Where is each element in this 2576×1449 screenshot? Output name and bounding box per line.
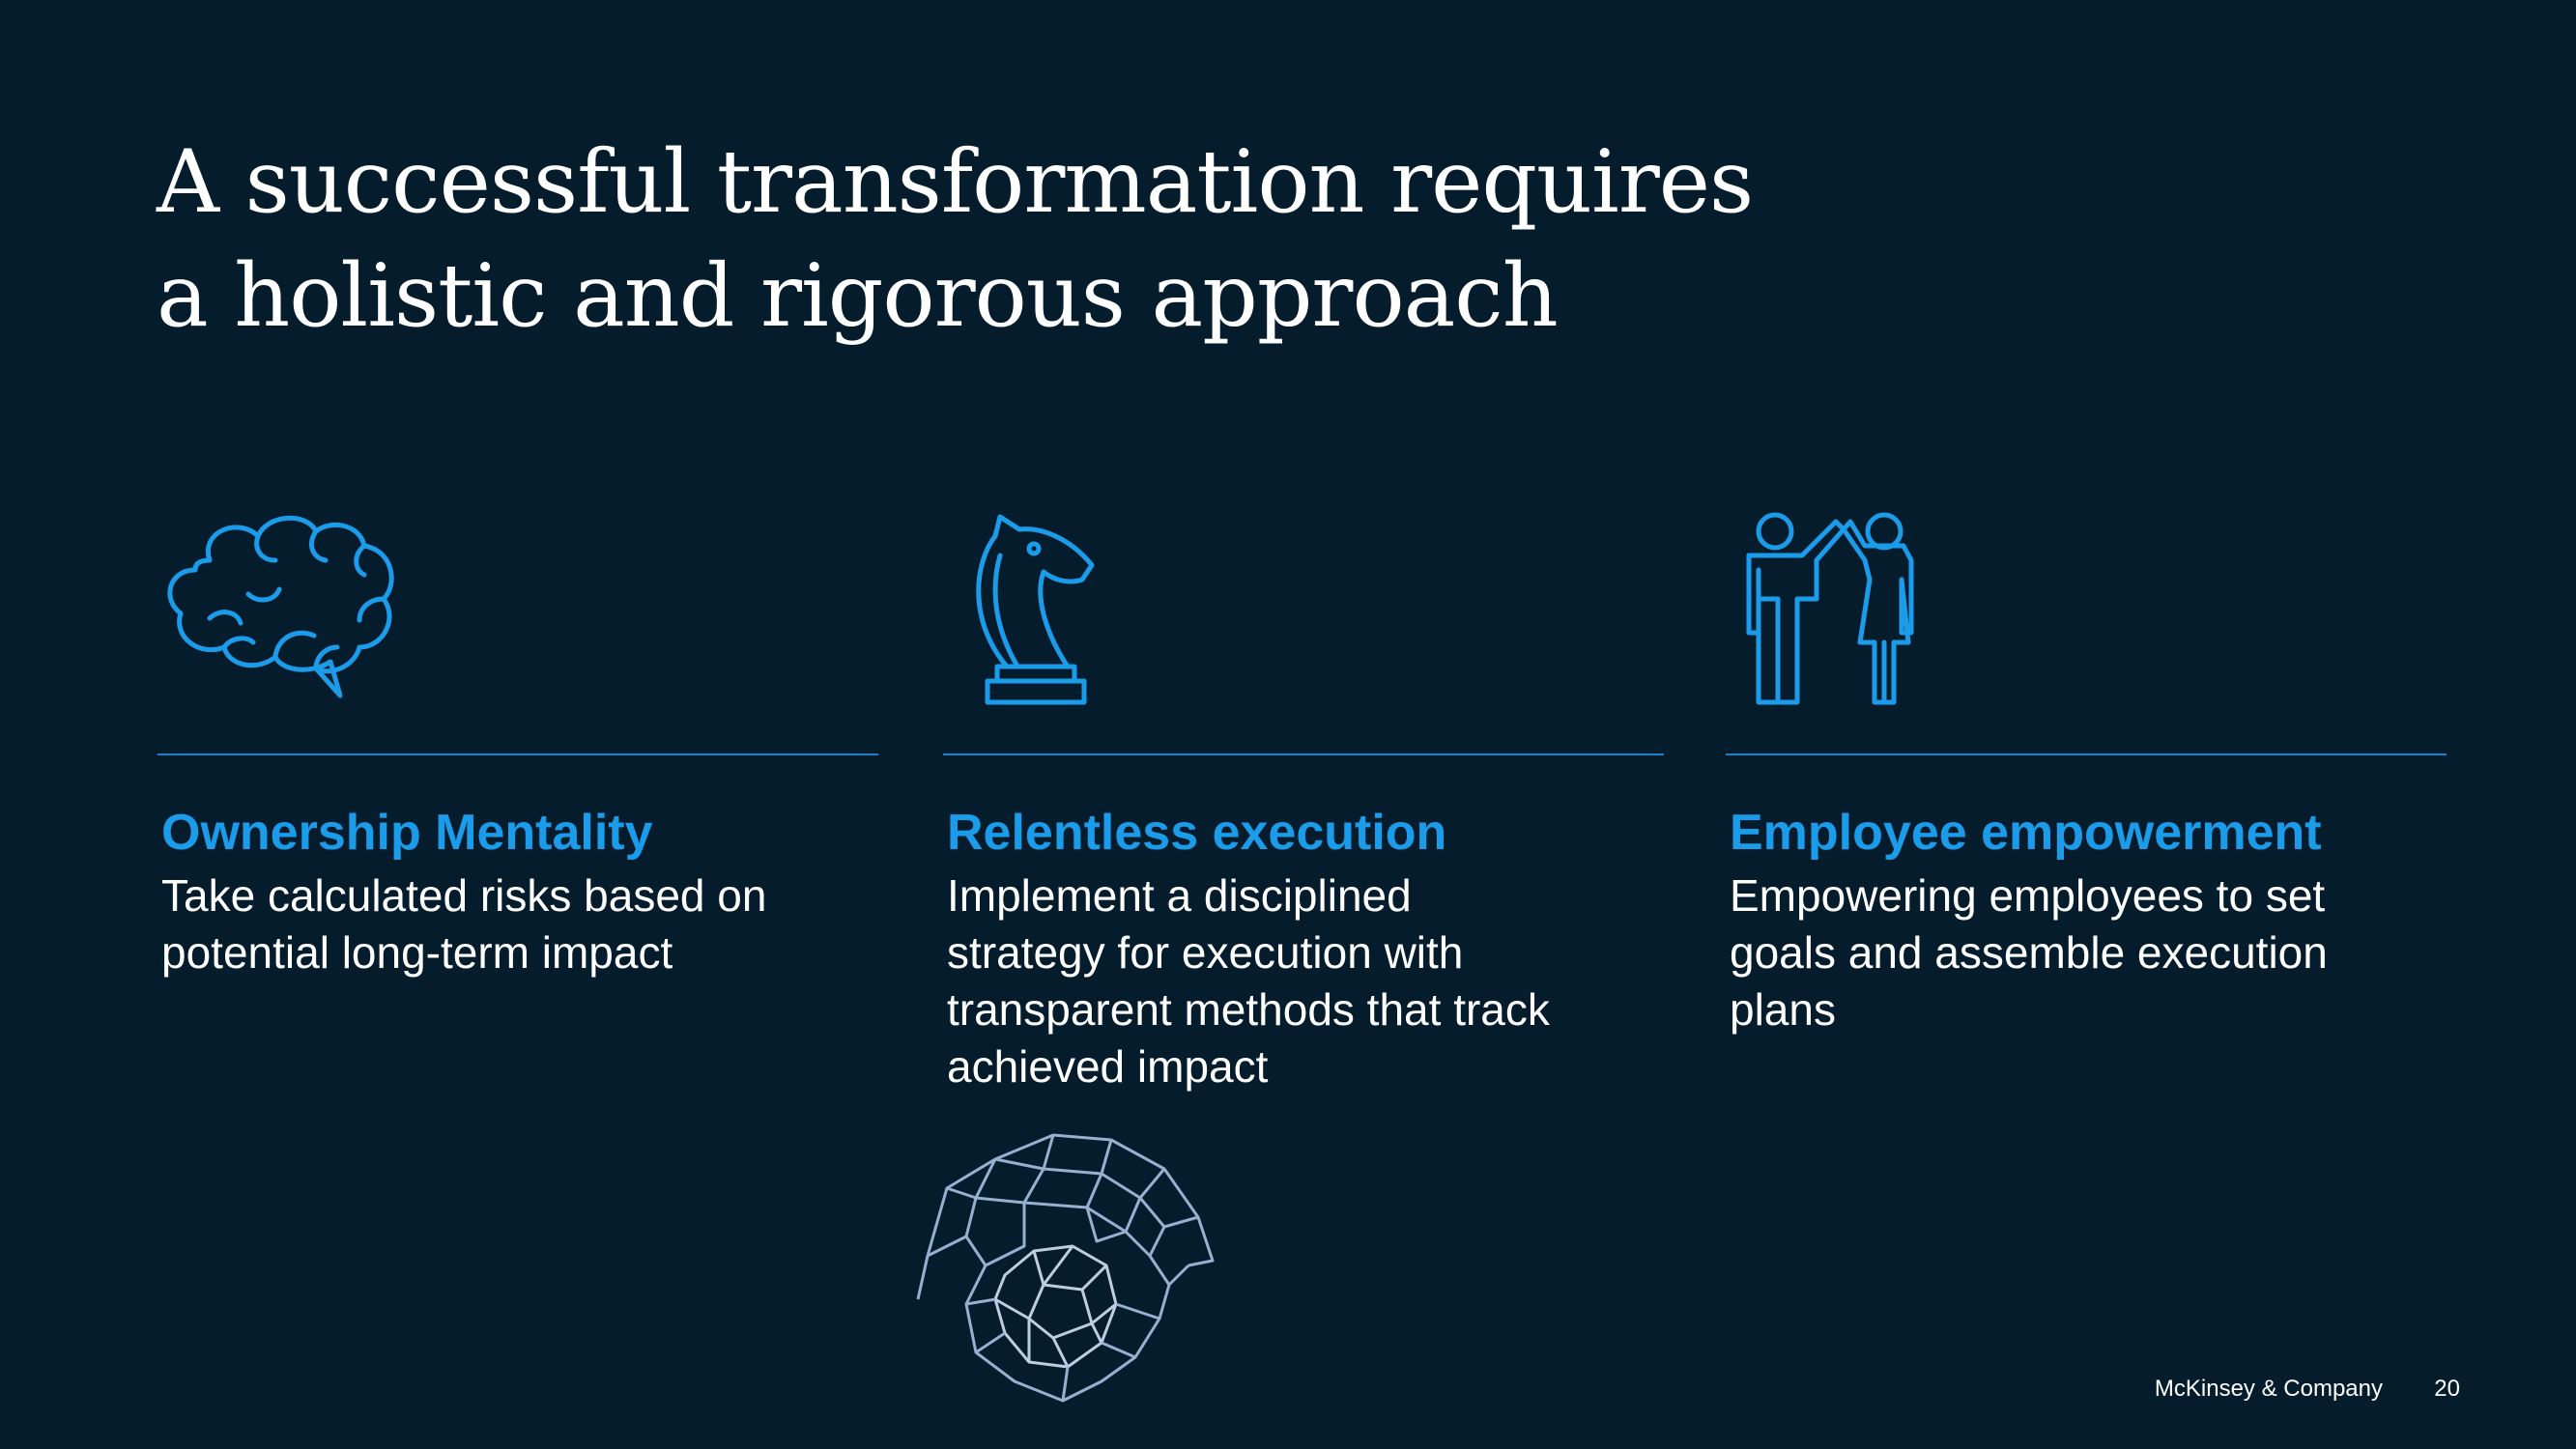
column-body-line: plans xyxy=(1730,984,1836,1035)
column-body: Take calculated risks based on potential… xyxy=(161,867,876,981)
slide-title-line-1: A successful transformation requires xyxy=(157,131,1754,233)
column-divider xyxy=(1726,753,2447,755)
column-body-line: Implement a disciplined xyxy=(947,870,1412,921)
molecular-structure-icon xyxy=(908,1121,1237,1410)
column-body-line: strategy for execution with xyxy=(947,927,1464,978)
column-body: Empowering employees to set goals and as… xyxy=(1730,867,2445,1038)
footer-brand: McKinsey & Company xyxy=(2154,1376,2383,1402)
page-number: 20 xyxy=(2434,1376,2460,1402)
slide-title: A successful transformation requires a h… xyxy=(157,126,1799,354)
column-body: Implement a disciplined strategy for exe… xyxy=(947,867,1662,1095)
column-body-line: goals and assemble execution xyxy=(1730,927,2328,978)
column-body-line: achieved impact xyxy=(947,1041,1269,1092)
column-heading: Relentless execution xyxy=(947,805,1447,861)
brain-icon xyxy=(161,502,413,705)
column-divider xyxy=(157,753,878,755)
column-body-line: transparent methods that track xyxy=(947,984,1550,1035)
column-body-line: Take calculated risks based on xyxy=(161,870,767,921)
slide-title-line-2: a holistic and rigorous approach xyxy=(157,245,1559,347)
people-high-five-icon xyxy=(1730,502,1981,705)
chess-knight-icon xyxy=(947,502,1198,705)
column-heading: Ownership Mentality xyxy=(161,805,653,861)
column-body-line: Empowering employees to set xyxy=(1730,870,2326,921)
column-heading: Employee empowerment xyxy=(1730,805,2322,861)
column-divider xyxy=(943,753,1664,755)
column-body-line: potential long-term impact xyxy=(161,927,673,978)
